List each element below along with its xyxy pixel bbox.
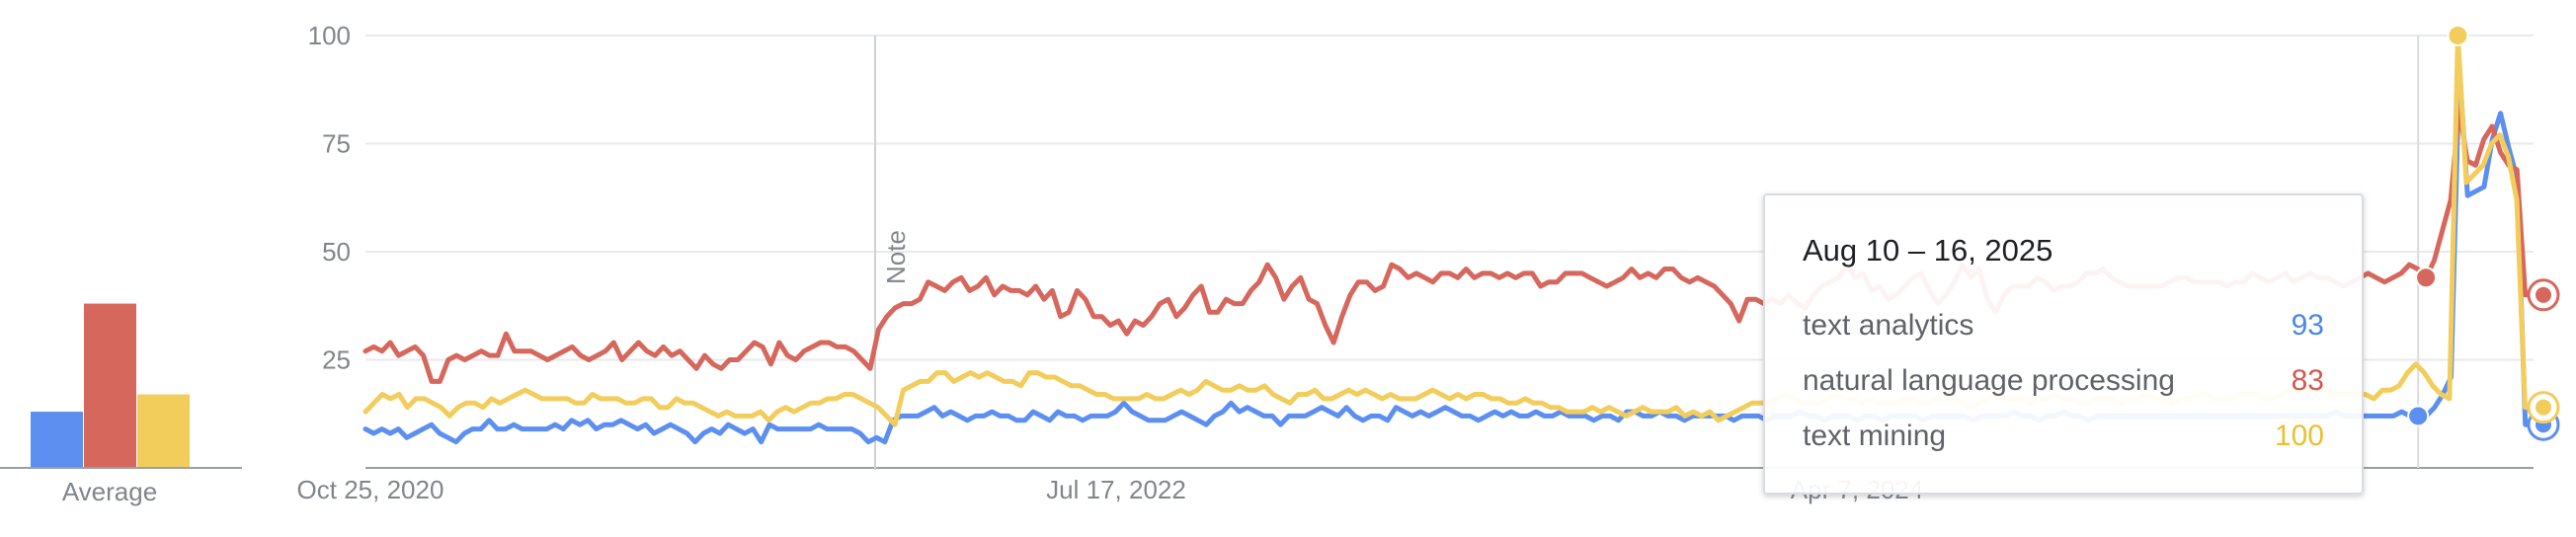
y-tick-label: 50	[322, 237, 351, 267]
y-tick-label: 75	[322, 129, 351, 159]
average-bar	[84, 303, 136, 468]
x-tick-label: Oct 25, 2020	[297, 475, 444, 504]
tooltip-row: text mining 100	[1803, 409, 2324, 464]
hover-point	[2407, 405, 2430, 427]
series-end-dot	[2536, 286, 2551, 303]
hover-point	[2447, 25, 2469, 46]
tooltip-row: natural language processing 83	[1803, 353, 2324, 409]
y-tick-label: 100	[308, 21, 351, 50]
tooltip-series-value: 100	[2274, 420, 2324, 452]
average-bar	[31, 412, 83, 468]
average-bars	[31, 303, 190, 468]
tooltip-series-value: 83	[2291, 364, 2324, 397]
tooltip-date: Aug 10 – 16, 2025	[1803, 233, 2053, 268]
x-tick-label: Jul 17, 2022	[1046, 475, 1186, 504]
y-axis-ticks: 25 50 75 100	[308, 21, 351, 375]
hover-tooltip: Aug 10 – 16, 2025 text analytics 93 natura…	[1763, 193, 2364, 495]
tooltip-series-label: text mining	[1803, 420, 1947, 452]
hover-point	[2415, 267, 2438, 289]
tooltip-row: text analytics 93	[1803, 298, 2324, 353]
series-end-dot	[2536, 399, 2551, 416]
note-annotation: Note	[874, 36, 911, 470]
hover-markers	[2407, 25, 2469, 427]
tooltip-series-value: 93	[2291, 309, 2324, 342]
average-label: Average	[62, 477, 157, 506]
end-markers	[2527, 278, 2560, 441]
tooltip-series-label: natural language processing	[1803, 364, 2175, 397]
tooltip-series-label: text analytics	[1803, 309, 1974, 342]
y-tick-label: 25	[322, 345, 351, 375]
note-label: Note	[881, 230, 911, 284]
tooltip-rows: text analytics 93 natural language process…	[1803, 298, 2324, 464]
average-bar	[137, 394, 190, 468]
